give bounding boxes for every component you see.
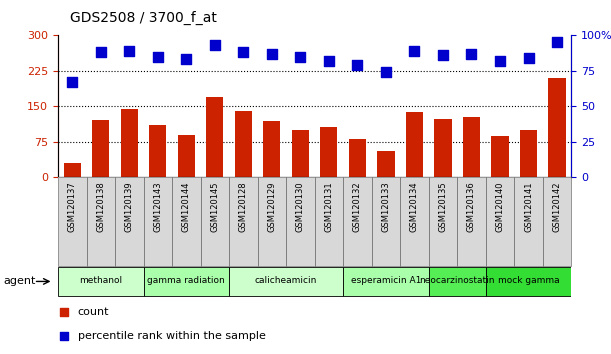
Text: mock gamma: mock gamma (498, 276, 559, 285)
Text: GSM120135: GSM120135 (439, 181, 447, 232)
Text: GSM120145: GSM120145 (210, 181, 219, 232)
Bar (543, 177, 571, 266)
Bar (549, 78, 566, 177)
Bar (172, 177, 200, 266)
Point (59, 309, 69, 315)
Point (59, 333, 69, 338)
Bar (58, 267, 144, 296)
Point (96, 50, 106, 55)
Point (296, 54, 306, 59)
Text: GSM120139: GSM120139 (125, 181, 134, 232)
Bar (286, 177, 315, 266)
Bar (520, 130, 537, 177)
Bar (320, 127, 337, 177)
Bar (92, 120, 109, 177)
Text: GSM120140: GSM120140 (496, 181, 505, 232)
Bar (144, 177, 172, 266)
Bar (343, 177, 371, 266)
Text: GDS2508 / 3700_f_at: GDS2508 / 3700_f_at (70, 11, 217, 25)
Point (238, 50, 248, 55)
Text: GSM120143: GSM120143 (153, 181, 163, 232)
Text: gamma radiation: gamma radiation (147, 276, 225, 285)
Point (210, 42, 220, 48)
Bar (235, 111, 252, 177)
Point (324, 58, 334, 64)
Bar (486, 267, 571, 296)
Bar (144, 267, 229, 296)
Bar (229, 177, 258, 266)
Bar (378, 151, 395, 177)
Point (67, 79, 77, 85)
Bar (64, 163, 81, 177)
Bar (434, 119, 452, 177)
Bar (514, 177, 543, 266)
Bar (463, 116, 480, 177)
Bar (263, 121, 280, 177)
Bar (200, 177, 229, 266)
Text: GSM120136: GSM120136 (467, 181, 476, 232)
Text: GSM120144: GSM120144 (182, 181, 191, 232)
Bar (87, 177, 115, 266)
Text: GSM120142: GSM120142 (552, 181, 562, 232)
Point (125, 48, 134, 54)
Point (524, 55, 533, 61)
Bar (121, 109, 138, 177)
Text: GSM120130: GSM120130 (296, 181, 305, 232)
Bar (258, 177, 286, 266)
Point (181, 57, 191, 62)
Text: GSM120141: GSM120141 (524, 181, 533, 232)
Bar (292, 130, 309, 177)
Point (267, 51, 277, 57)
Text: GSM120134: GSM120134 (410, 181, 419, 232)
Point (409, 48, 419, 54)
Bar (178, 135, 195, 177)
Bar (486, 177, 514, 266)
Bar (149, 125, 166, 177)
Text: GSM120133: GSM120133 (381, 181, 390, 232)
Text: esperamicin A1: esperamicin A1 (351, 276, 421, 285)
Bar (457, 177, 486, 266)
Text: GSM120129: GSM120129 (268, 181, 276, 232)
Text: percentile rank within the sample: percentile rank within the sample (78, 331, 265, 341)
Text: GSM120131: GSM120131 (324, 181, 334, 232)
Bar (315, 177, 343, 266)
Bar (400, 177, 429, 266)
Bar (229, 267, 343, 296)
Point (353, 62, 362, 68)
Text: calicheamicin: calicheamicin (255, 276, 317, 285)
Text: GSM120132: GSM120132 (353, 181, 362, 232)
Bar (429, 267, 486, 296)
Point (552, 40, 562, 45)
Text: agent: agent (3, 276, 35, 286)
Point (153, 54, 163, 59)
Bar (343, 267, 429, 296)
Text: GSM120137: GSM120137 (68, 181, 77, 232)
Bar (115, 177, 144, 266)
Bar (406, 112, 423, 177)
Bar (491, 136, 508, 177)
Bar (349, 139, 366, 177)
Text: count: count (78, 307, 109, 317)
Point (495, 58, 505, 64)
Text: GSM120128: GSM120128 (239, 181, 248, 232)
Text: GSM120138: GSM120138 (97, 181, 105, 232)
Point (438, 52, 448, 58)
Point (381, 69, 391, 75)
Bar (207, 97, 224, 177)
Text: methanol: methanol (79, 276, 122, 285)
Text: neocarzinostatin: neocarzinostatin (420, 276, 495, 285)
Bar (58, 177, 87, 266)
Bar (371, 177, 400, 266)
Bar (429, 177, 457, 266)
Point (467, 51, 477, 57)
